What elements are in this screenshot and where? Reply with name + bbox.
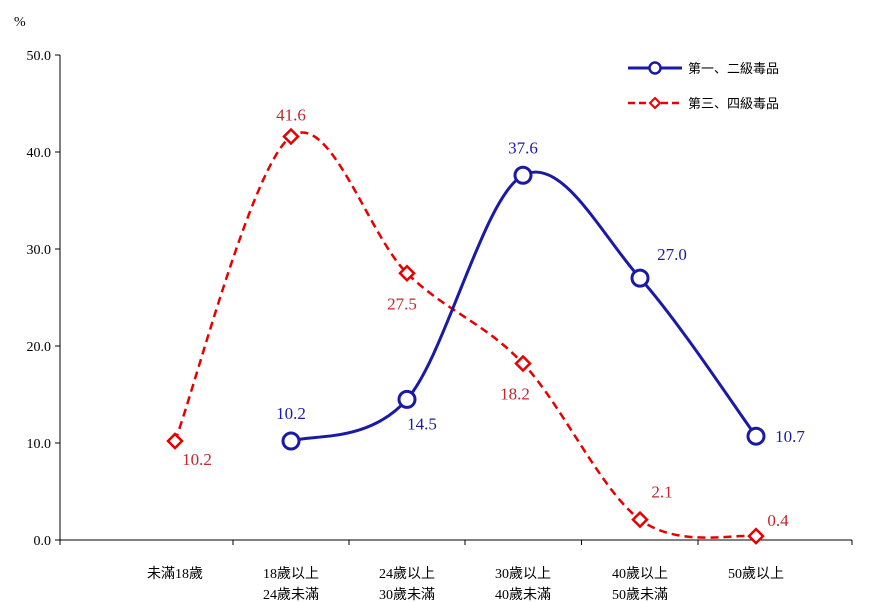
data-label: 41.6 (276, 105, 306, 124)
y-tick-label: 50.0 (27, 49, 52, 64)
data-point-diamond (514, 354, 532, 373)
y-axis-unit: % (14, 15, 26, 30)
data-point-diamond (747, 527, 765, 545)
x-tick-label: 18歲以上 (263, 566, 319, 582)
data-label: 14.5 (407, 414, 437, 433)
data-point-diamond (282, 127, 300, 146)
data-label: 37.6 (508, 138, 538, 157)
y-tick-label: 20.0 (27, 340, 52, 355)
data-label: 10.2 (182, 450, 212, 469)
data-label: 27.5 (387, 294, 417, 313)
data-point-circle (513, 165, 533, 185)
x-tick-label: 50歲未滿 (612, 587, 668, 602)
y-tick-label: 40.0 (27, 146, 52, 161)
x-tick-label: 40歲未滿 (495, 587, 551, 602)
y-tick-label: 0.0 (34, 534, 52, 549)
data-label: 10.7 (775, 427, 805, 446)
axes: 0.0 10.0 20.0 30.0 40.0 50.0% 未滿18歲 18歲以上 24歲未滿 2… (14, 15, 853, 602)
data-label: 2.1 (651, 483, 672, 502)
x-tick-label: 24歲未滿 (263, 587, 319, 602)
data-point-diamond (631, 510, 649, 529)
data-point-diamond (398, 264, 416, 283)
x-tick-label: 30歲未滿 (379, 587, 435, 602)
legend-marker-circle (648, 61, 662, 75)
data-label: 27.0 (657, 245, 687, 264)
data-point-circle (630, 268, 650, 288)
data-point-circle (746, 426, 766, 446)
data-label: 10.2 (276, 404, 306, 423)
series-layer (166, 127, 766, 545)
data-label: 0.4 (767, 511, 789, 530)
data-point-circle (397, 389, 417, 409)
y-tick-label: 10.0 (27, 437, 52, 452)
x-tick-label: 40歲以上 (612, 566, 668, 582)
data-label: 18.2 (500, 384, 530, 403)
legend-marker-diamond (648, 96, 662, 110)
series-line-1 (173, 131, 757, 539)
data-point-diamond (166, 432, 184, 450)
x-tick-label: 24歲以上 (379, 566, 435, 582)
y-tick-label: 30.0 (27, 243, 52, 258)
x-tick-label: 未滿18歲 (147, 566, 203, 582)
data-labels: 10.2 41.6 27.5 18.2 2.1 0.4 10.2 14.5 37.6 27.0 10… (182, 105, 805, 530)
x-tick-label: 50歲以上 (728, 566, 784, 582)
legend-label: 第三、四級毒品 (688, 96, 779, 111)
legend-label: 第一、二級毒品 (688, 61, 779, 76)
x-tick-label: 30歲以上 (495, 566, 551, 582)
data-point-circle (281, 431, 301, 451)
